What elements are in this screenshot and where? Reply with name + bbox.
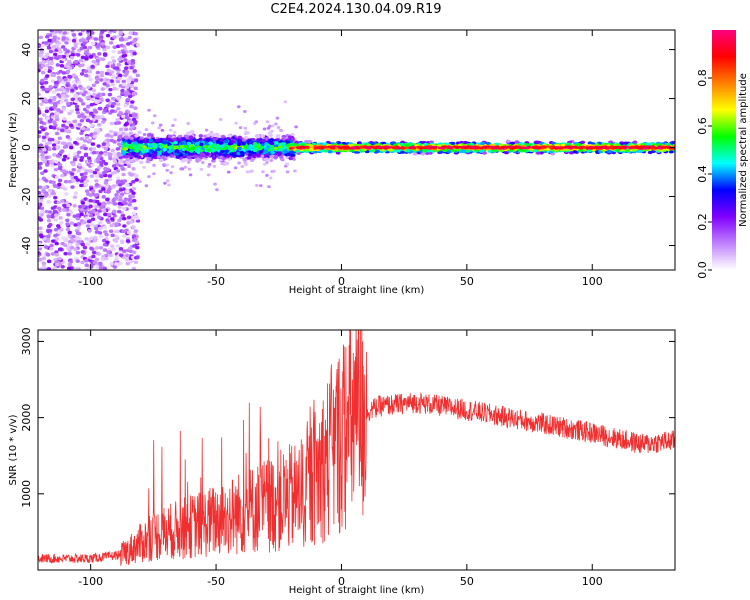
snr-ytick-label-0: 1000 (20, 480, 33, 508)
snr-xtick-label-0: -100 (78, 575, 103, 588)
spec-xtick-label-4: 100 (582, 275, 603, 288)
spec-ytick-label-4: 40 (20, 43, 33, 57)
colorbar-tick-label-0: 0.0 (696, 261, 709, 279)
spec-xtick-label-0: -100 (78, 275, 103, 288)
spec-ytick-label-3: 20 (20, 92, 33, 106)
colorbar: 0.0 0.2 0.4 0.6 0.8 Normalized spectral ampli… (696, 30, 749, 279)
snr-xlabel: Height of straight line (km) (289, 585, 425, 596)
snr-series-line (38, 330, 675, 566)
spec-ytick-label-0: -40 (20, 237, 33, 255)
snr-xtick-label-2: 0 (338, 575, 345, 588)
snr-ytick-label-2: 3000 (20, 327, 33, 355)
snr-ytick-label-1: 2000 (20, 404, 33, 432)
colorbar-label: Normalized spectral amplitude (738, 73, 749, 227)
spec-xtick-label-3: 50 (460, 275, 474, 288)
snr-xtick-label-4: 100 (582, 575, 603, 588)
snr-frame (37, 329, 676, 571)
spec-ylabel: Frequency (Hz) (8, 112, 19, 188)
spectrogram-panel: -100 -50 0 50 100 -40 -20 0 20 40 Height of straig… (8, 29, 676, 296)
chart-title: C2E4.2024.130.04.09.R19 (270, 2, 442, 17)
snr-panel: -100 -50 0 50 100 1000 2000 3000 Height of strai… (8, 327, 676, 596)
snr-ylabel: SNR (10 * v/v) (8, 414, 19, 485)
spec-xtick-label-2: 0 (338, 275, 345, 288)
snr-xtick-label-1: -50 (207, 575, 225, 588)
spec-xlabel: Height of straight line (km) (289, 285, 425, 296)
spec-xtick-label-1: -50 (207, 275, 225, 288)
colorbar-tick-label-4: 0.8 (696, 69, 709, 87)
spectrogram-cells (38, 30, 675, 270)
spec-ytick-label-2: 0 (20, 144, 33, 151)
snr-xtick-label-3: 50 (460, 575, 474, 588)
colorbar-tick-label-2: 0.4 (696, 165, 709, 183)
spec-ytick-label-1: -20 (20, 188, 33, 206)
colorbar-gradient (712, 30, 736, 270)
colorbar-tick-label-1: 0.2 (696, 213, 709, 231)
spectrogram-frame (37, 29, 676, 271)
colorbar-tick-label-3: 0.6 (696, 117, 709, 135)
